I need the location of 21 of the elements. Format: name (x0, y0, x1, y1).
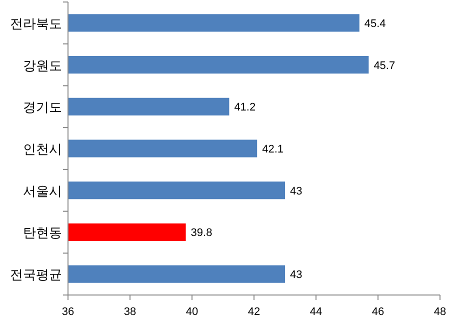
y-tick-label: 서울시 (23, 183, 62, 198)
data-label: 41.2 (234, 102, 256, 114)
x-tick-label: 38 (124, 306, 136, 318)
data-label: 42.1 (262, 144, 284, 156)
x-tick-label: 42 (248, 306, 260, 318)
data-label: 43 (290, 185, 302, 198)
y-tick-label: 경기도 (23, 100, 62, 115)
x-tick-label: 48 (434, 306, 446, 318)
y-tick-label: 강원도 (23, 58, 62, 73)
data-label: 39.8 (190, 227, 212, 240)
data-label: 45.4 (364, 18, 386, 30)
x-tick-label: 36 (62, 306, 74, 318)
y-tick-label: 인천시 (23, 142, 62, 156)
y-tick-label: 전국평균 (10, 267, 62, 282)
data-label: 45.7 (374, 60, 396, 72)
y-tick-label: 전라북도 (10, 16, 62, 31)
x-tick-label: 40 (186, 306, 198, 318)
x-tick-label: 44 (310, 306, 322, 318)
x-tick-label: 46 (372, 306, 384, 318)
y-tick-label: 탄현동 (23, 225, 62, 240)
data-label: 43 (290, 269, 302, 282)
